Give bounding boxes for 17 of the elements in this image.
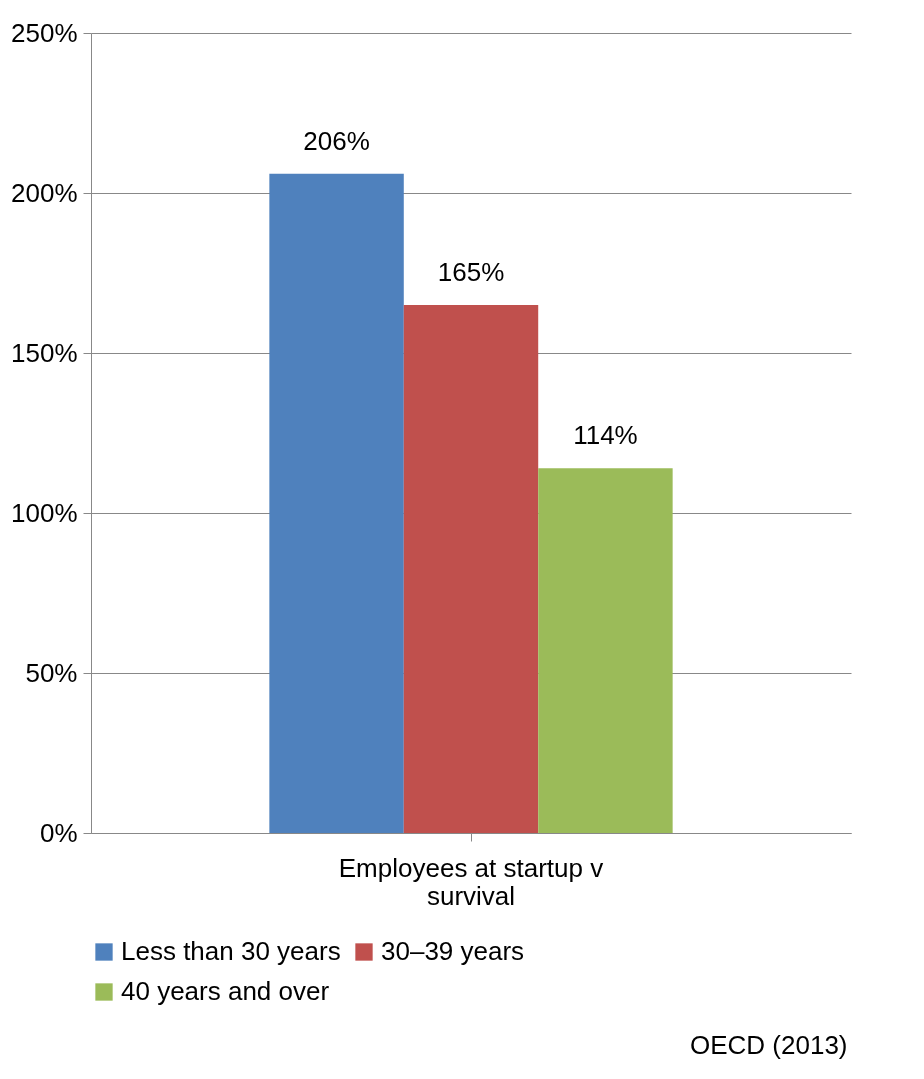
y-tick-label: 100%	[11, 497, 78, 528]
legend-label: 40 years and over	[121, 976, 330, 1006]
bar	[403, 305, 539, 833]
text: OECD (2013)	[690, 1030, 848, 1061]
y-tick-label: 0%	[39, 817, 78, 848]
data-label: 165%	[437, 257, 505, 287]
y-tick-label: 250%	[11, 17, 78, 48]
legend-label: 30–39 years	[381, 936, 525, 966]
legend-label: Less than 30 years	[121, 936, 341, 966]
bar	[269, 173, 404, 833]
y-tick-label: 150%	[11, 337, 78, 368]
bar	[538, 468, 673, 833]
data-label: 206%	[303, 125, 370, 156]
data-label: 114%	[573, 420, 638, 451]
y-tick-label: 50%	[25, 657, 78, 688]
x-tick-label: Employees at startup v survival	[338, 852, 604, 911]
y-tick-label: 200%	[11, 177, 78, 208]
